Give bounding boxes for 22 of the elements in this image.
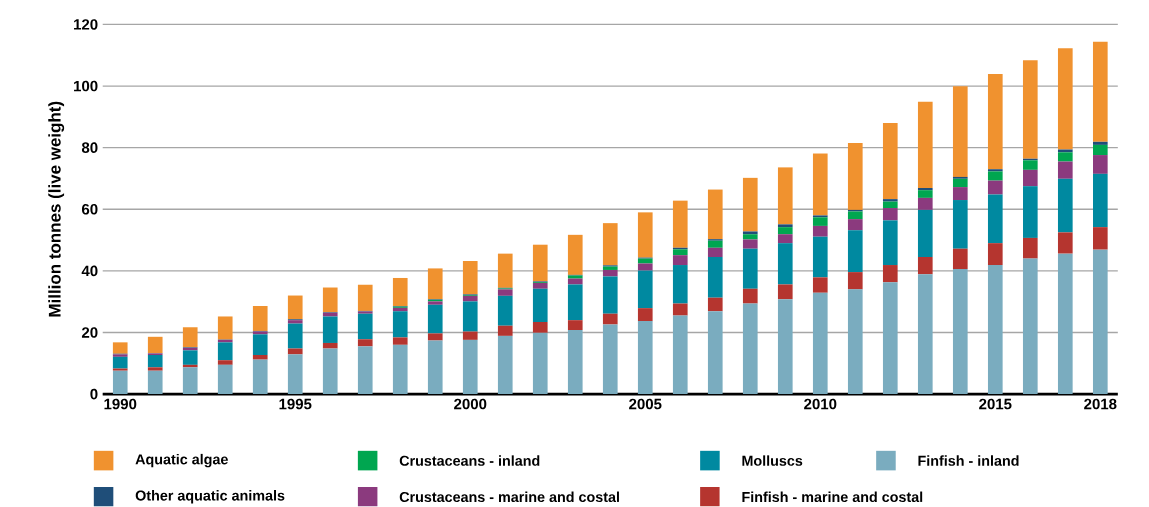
y-tick-label: 100	[74, 80, 98, 92]
x-tick-label: 2018	[1084, 398, 1117, 410]
legend-label: Finfish - inland	[918, 455, 1019, 467]
y-tick-label: 20	[81, 327, 98, 339]
x-tick-label: 2000	[454, 398, 487, 410]
x-tick-label: 2010	[804, 398, 837, 410]
legend-label: Other aquatic animals	[135, 490, 285, 504]
y-tick-label: 80	[81, 142, 98, 154]
y-axis-title: Million tonnes (live weight)	[48, 102, 65, 317]
x-tick-label: 1995	[279, 398, 312, 410]
legend-label: Finfish - marine and costal	[742, 491, 923, 503]
legend-label: Crustaceans - inland	[399, 455, 540, 467]
y-tick-label: 120	[74, 19, 98, 30]
y-tick-label: 60	[81, 204, 98, 215]
x-tick-label: 1990	[104, 398, 137, 410]
legend-label: Crustaceans - marine and costal	[399, 491, 619, 503]
x-tick-label: 2015	[979, 398, 1012, 410]
x-tick-label: 2005	[629, 398, 662, 410]
legend-label: Aquatic algae	[135, 454, 228, 468]
y-tick-label: 0	[90, 389, 98, 400]
legend-label: Molluscs	[742, 455, 803, 467]
y-tick-label: 40	[81, 265, 98, 277]
